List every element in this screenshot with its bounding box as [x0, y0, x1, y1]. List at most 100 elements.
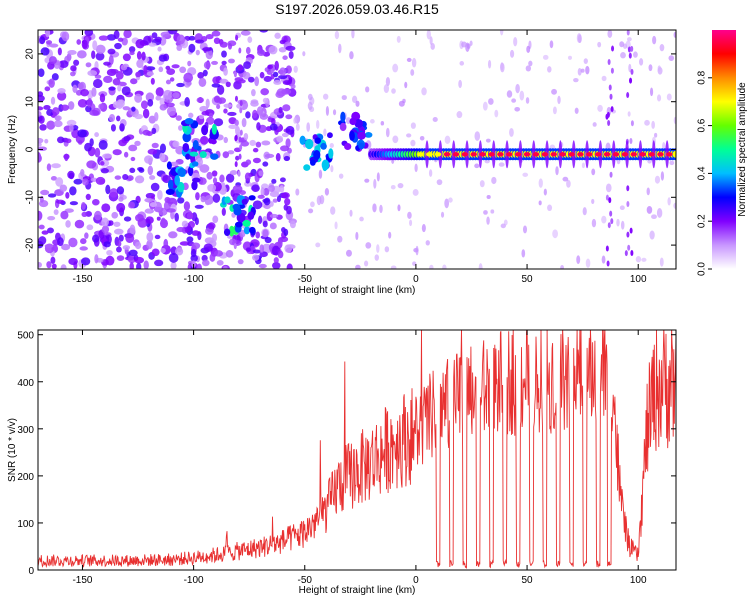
noise-blob — [67, 49, 77, 55]
noise-blob — [397, 204, 401, 212]
noise-blob — [652, 35, 657, 45]
noise-blob — [583, 58, 588, 64]
noise-blob — [429, 36, 433, 46]
noise-blob — [219, 78, 229, 84]
tone-core — [426, 152, 433, 157]
noise-blob — [68, 101, 75, 110]
noise-blob — [50, 256, 56, 264]
noise-blob — [114, 42, 122, 50]
noise-blob — [40, 189, 50, 196]
noise-blob — [279, 185, 285, 193]
noise-blob — [374, 254, 379, 261]
noise-blob — [255, 141, 262, 148]
noise-blob — [526, 45, 531, 53]
noise-blob — [144, 155, 154, 164]
noise-blob — [255, 231, 261, 239]
x-tick-label: -150 — [72, 575, 92, 586]
y-tick-label: 20 — [25, 48, 36, 60]
noise-blob — [509, 49, 515, 58]
tone-core — [612, 152, 620, 157]
noise-blob — [407, 211, 412, 219]
tone-core — [497, 152, 504, 157]
tone-core — [603, 152, 611, 157]
noise-blob — [107, 48, 116, 55]
noise-blob — [620, 52, 626, 59]
tone-core — [594, 152, 602, 157]
noise-blob — [237, 79, 246, 84]
x-tick-label: -50 — [298, 575, 313, 586]
noise-blob — [122, 53, 131, 62]
noise-blob — [619, 41, 625, 48]
streak-blob — [629, 138, 633, 145]
tone-core — [461, 152, 469, 157]
noise-blob — [372, 203, 377, 213]
noise-blob — [412, 189, 419, 196]
noise-blob — [308, 208, 314, 214]
noise-blob — [252, 109, 258, 119]
tone-core — [630, 152, 637, 157]
noise-blob — [487, 59, 492, 69]
noise-blob — [114, 175, 122, 180]
noise-blob — [82, 178, 89, 186]
streak-blob — [609, 93, 613, 100]
noise-blob — [95, 52, 105, 61]
streak-blob — [627, 46, 631, 53]
noise-blob — [283, 204, 289, 211]
noise-blob — [673, 31, 676, 38]
streak-blob — [239, 107, 243, 114]
noise-blob — [155, 87, 164, 97]
noise-blob — [310, 201, 315, 208]
noise-blob — [86, 98, 93, 108]
noise-blob — [60, 264, 67, 269]
colorbar-tick-label: 0.4 — [697, 166, 708, 180]
noise-blob — [160, 31, 171, 38]
cluster-blob — [185, 153, 191, 160]
snr-panel: -150 -100 -50 0 50 100 0 100 200 300 400 500 Height … — [7, 329, 677, 596]
noise-blob — [409, 219, 413, 227]
noise-blob — [198, 177, 207, 185]
noise-blob — [379, 204, 383, 214]
noise-blob — [145, 66, 156, 71]
noise-blob — [290, 84, 296, 89]
noise-blob — [597, 104, 603, 112]
colorbar-bar — [712, 30, 736, 269]
noise-blob — [92, 198, 100, 206]
noise-blob — [262, 220, 268, 228]
noise-blob — [174, 212, 179, 222]
noise-blob — [436, 179, 443, 186]
streak-blob — [630, 68, 634, 75]
noise-blob — [136, 59, 144, 68]
noise-blob — [316, 119, 320, 129]
noise-blob — [656, 208, 663, 218]
noise-blob — [227, 42, 233, 50]
noise-blob — [102, 153, 112, 159]
noise-blob — [53, 209, 59, 215]
noise-blob — [118, 196, 124, 202]
tone-core — [666, 152, 673, 157]
noise-blob — [51, 73, 59, 81]
noise-blob — [46, 109, 54, 116]
noise-blob — [205, 33, 214, 40]
noise-blob — [581, 162, 585, 169]
noise-blob — [201, 110, 210, 116]
noise-blob — [273, 71, 279, 78]
noise-blob — [448, 197, 453, 203]
noise-blob — [166, 102, 175, 108]
noise-blob — [203, 243, 213, 252]
noise-blob — [337, 235, 343, 243]
noise-blob — [143, 64, 148, 75]
noise-blob — [111, 211, 119, 219]
noise-blob — [257, 49, 266, 56]
noise-blob — [195, 39, 205, 44]
noise-blob — [126, 175, 134, 181]
noise-blob — [498, 162, 505, 167]
noise-blob — [282, 104, 291, 112]
noise-blob — [117, 84, 122, 92]
noise-blob — [94, 132, 99, 138]
noise-blob — [207, 222, 216, 230]
noise-blob — [92, 234, 100, 243]
x-tick-label: 0 — [413, 575, 419, 586]
noise-blob — [281, 88, 292, 95]
noise-blob — [542, 54, 549, 60]
noise-blob — [285, 138, 291, 148]
